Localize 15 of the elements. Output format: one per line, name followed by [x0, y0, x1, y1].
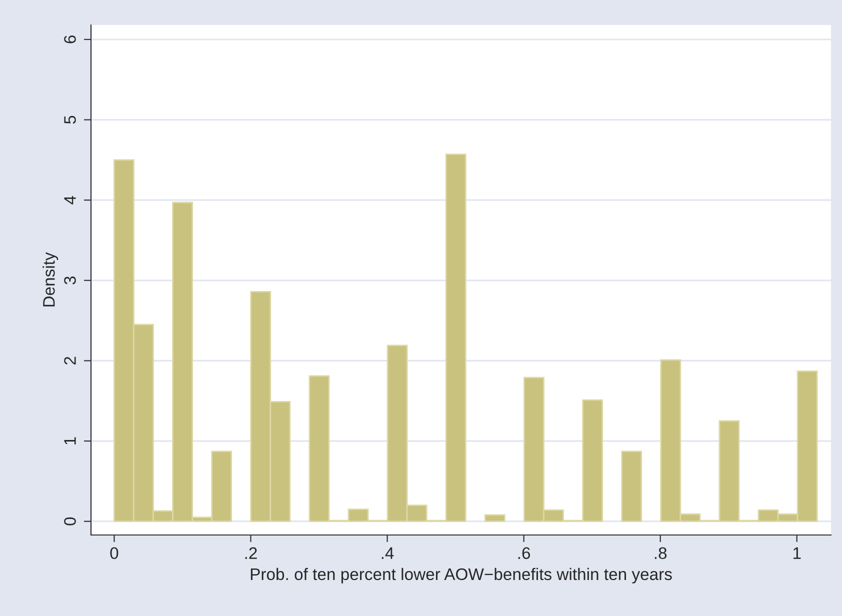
x-tick-label: .2	[245, 547, 257, 559]
y-tick-label: 2	[64, 356, 76, 365]
y-tick-label: 5	[64, 116, 76, 124]
y-tick-label: 6	[64, 36, 76, 44]
y-tick-label: 4	[64, 196, 76, 204]
x-tick-label: 1	[794, 547, 801, 559]
x-tick-label: 0	[110, 547, 118, 560]
x-tick-label: .6	[518, 547, 530, 560]
x-tick-label: .8	[654, 547, 667, 560]
y-tick-label: 0	[64, 517, 76, 526]
y-axis-title: Density	[42, 252, 58, 306]
x-axis-title: Prob. of ten percent lower AOW−benefits within ten years	[250, 568, 672, 584]
x-tick-label: .4	[382, 547, 394, 559]
y-tick-label: 3	[64, 276, 76, 284]
y-tick-label: 1	[64, 437, 76, 444]
